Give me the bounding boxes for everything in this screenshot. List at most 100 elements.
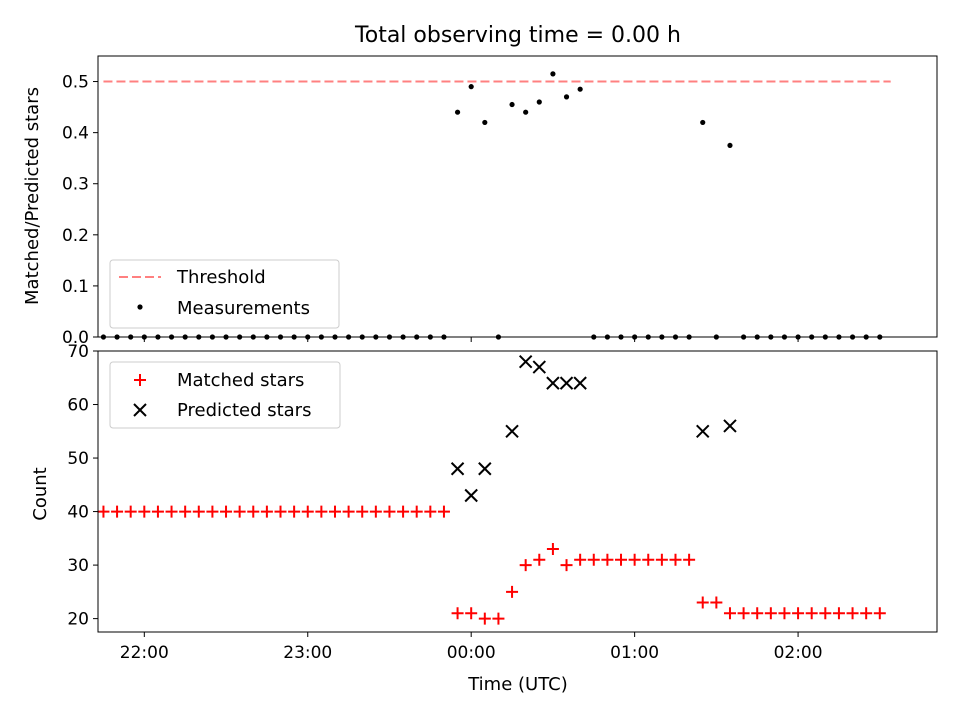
measurement-point <box>577 86 583 92</box>
top-panel: 0.0 0.1 0.2 0.3 0.4 0.5 Matched/Predicted sta… <box>22 55 938 348</box>
matched-star-point <box>247 505 260 518</box>
legend-predicted-label: Predicted stars <box>177 400 311 421</box>
measurement-point <box>509 101 515 108</box>
matched-star-point <box>220 505 233 518</box>
predicted-star-point <box>505 424 519 438</box>
matched-star-point <box>342 505 355 518</box>
top-axes-frame <box>97 55 938 338</box>
matched-star-point <box>587 553 600 566</box>
matched-star-point <box>138 505 151 518</box>
x-tick-label: 22:00 <box>120 643 169 663</box>
bottom-y-tick-label: 30 <box>67 556 89 576</box>
matched-star-point <box>288 505 301 518</box>
top-y-ticks: 0.0 0.1 0.2 0.3 0.4 0.5 <box>62 73 799 348</box>
matched-star-point <box>301 505 314 518</box>
matched-star-point <box>533 553 546 566</box>
matched-star-point <box>683 553 696 566</box>
top-y-axis-label: Matched/Predicted stars <box>22 87 43 305</box>
legend-measurements-swatch <box>137 304 143 310</box>
bottom-y-axis-label: Count <box>30 467 51 520</box>
matched-star-point <box>492 612 505 625</box>
measurement-point <box>536 99 542 105</box>
matched-star-point <box>751 607 764 620</box>
top-y-tick-label: 0.2 <box>62 226 89 246</box>
bottom-legend-box <box>109 361 341 429</box>
predicted-star-point <box>478 462 492 476</box>
bottom-axes-frame <box>97 350 938 633</box>
matched-star-point <box>601 553 614 566</box>
bottom-y-tick-label: 50 <box>67 449 89 469</box>
predicted-star-point <box>559 376 574 390</box>
legend-matched-swatch <box>134 374 146 386</box>
matched-star-point <box>805 607 818 620</box>
measurement-point <box>550 71 556 77</box>
matched-star-point <box>846 607 859 620</box>
matched-star-point <box>206 505 219 518</box>
matched-star-point <box>165 505 178 518</box>
predicted-star-point <box>546 376 560 390</box>
measurement-point <box>454 109 461 115</box>
matched-star-point <box>615 553 628 566</box>
bottom-y-tick-label: 70 <box>67 342 89 362</box>
measurement-point <box>700 119 706 126</box>
top-y-tick-label: 0.0 <box>62 328 89 348</box>
matched-star-point <box>328 505 341 518</box>
matched-star-point <box>437 505 450 518</box>
measurement-point <box>482 119 488 126</box>
x-tick-label: 01:00 <box>610 643 659 663</box>
matched-star-point <box>315 505 328 518</box>
top-y-tick-label: 0.3 <box>62 175 89 195</box>
matched-star-point <box>832 607 845 620</box>
x-tick-label: 02:00 <box>774 643 823 663</box>
matched-star-point <box>723 607 736 620</box>
matched-star-point <box>792 607 805 620</box>
predicted-star-point <box>723 419 737 433</box>
matched-star-point <box>369 505 382 518</box>
matched-star-point <box>260 505 273 518</box>
matched-star-point <box>192 505 205 518</box>
top-legend: Threshold Measurements <box>109 259 340 329</box>
predicted-star-point <box>450 462 465 476</box>
matched-star-point <box>873 607 886 620</box>
matched-star-point <box>778 607 791 620</box>
top-y-tick-label: 0.4 <box>62 124 89 144</box>
matched-star-point <box>397 505 410 518</box>
matched-star-point <box>410 505 423 518</box>
legend-measurements-label: Measurements <box>177 298 310 319</box>
predicted-star-point <box>518 354 533 369</box>
matched-star-point <box>424 505 437 518</box>
bottom-legend: Matched stars Predicted stars <box>109 361 341 429</box>
matched-star-point <box>124 505 137 518</box>
measurement-point <box>563 94 570 100</box>
matched-star-point <box>97 505 110 518</box>
matched-star-point <box>642 553 655 566</box>
matched-star-point <box>179 505 192 518</box>
matched-star-point <box>737 607 750 620</box>
predicted-star-point <box>573 376 587 390</box>
measurement-point <box>468 84 474 90</box>
matched-star-point <box>151 505 164 518</box>
matched-star-point <box>696 596 709 609</box>
matched-star-point <box>111 505 124 518</box>
legend-threshold-label: Threshold <box>176 267 266 288</box>
matched-star-point <box>465 607 478 620</box>
x-tick-label: 00:00 <box>447 643 496 663</box>
predicted-star-point <box>464 488 478 503</box>
bottom-panel: 20 30 40 50 60 70 22:00 23:00 00:00 01:00 02:00 Co… <box>30 342 938 695</box>
bottom-y-tick-label: 40 <box>67 503 89 523</box>
matched-star-point <box>764 607 777 620</box>
measurement-point <box>523 109 529 115</box>
matched-star-point <box>860 607 873 620</box>
predicted-star-point <box>696 424 710 438</box>
legend-predicted-swatch <box>133 403 147 417</box>
x-tick-label: 23:00 <box>283 643 332 663</box>
matched-star-point <box>628 553 641 566</box>
matched-star-point <box>669 553 682 566</box>
bottom-ticks: 20 30 40 50 60 70 22:00 23:00 00:00 01:00 02:00 <box>67 342 822 663</box>
matched-star-point <box>356 505 369 518</box>
matched-star-point <box>451 607 464 620</box>
x-axis-label: Time (UTC) <box>467 674 568 695</box>
matched-star-point <box>655 553 668 566</box>
